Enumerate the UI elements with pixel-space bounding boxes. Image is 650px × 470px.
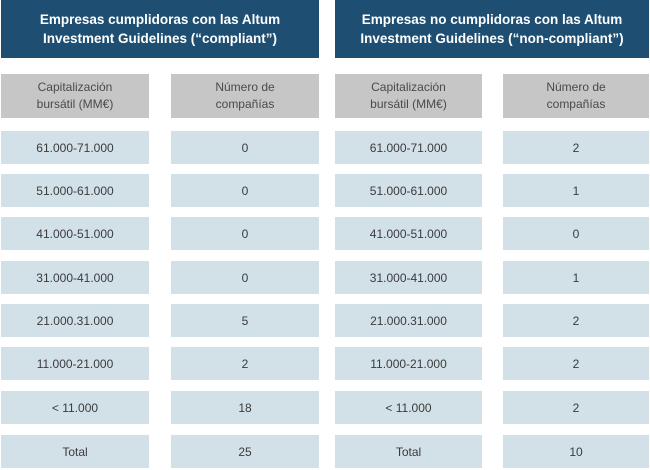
header-text: bursátil (MM€) (370, 97, 447, 111)
count-cell: 18 (171, 391, 319, 424)
total-label-cell: Total (335, 435, 482, 468)
range-cell: 61.000-71.000 (1, 131, 149, 164)
title-line: Investment Guidelines (“non-compliant”) (360, 31, 624, 46)
count-cell: 0 (171, 174, 319, 207)
range-cell: 51.000-61.000 (335, 174, 482, 207)
title-line: Empresas cumplidoras con las Altum (39, 12, 281, 27)
header-text: Número de (215, 80, 275, 94)
range-cell: 21.000.31.000 (1, 304, 149, 337)
range-cell: 31.000-41.000 (335, 261, 482, 294)
count-cell: 2 (171, 347, 319, 380)
range-cell: 51.000-61.000 (1, 174, 149, 207)
count-cell: 2 (503, 131, 649, 164)
compliant-panel: Empresas cumplidoras con las Altum Inves… (1, 0, 319, 470)
count-cell: 5 (171, 304, 319, 337)
total-label-cell: Total (1, 435, 149, 468)
non-compliant-title: Empresas no cumplidoras con las Altum In… (335, 0, 649, 58)
header-capitalization: Capitalización bursátil (MM€) (335, 74, 482, 118)
range-cell: 41.000-51.000 (1, 217, 149, 250)
range-cell: 21.000.31.000 (335, 304, 482, 337)
count-cell: 1 (503, 261, 649, 294)
range-cell: 11.000-21.000 (1, 347, 149, 380)
title-line: Empresas no cumplidoras con las Altum (361, 12, 623, 27)
header-text: Capitalización (37, 80, 113, 94)
count-cell: 2 (503, 391, 649, 424)
range-cell: 41.000-51.000 (335, 217, 482, 250)
count-cell: 0 (503, 217, 649, 250)
count-cell: 0 (171, 131, 319, 164)
total-count-cell: 10 (503, 435, 649, 468)
range-cell: 31.000-41.000 (1, 261, 149, 294)
count-cell: 0 (171, 217, 319, 250)
header-company-count: Número de compañías (171, 74, 319, 118)
header-text: Número de (546, 80, 606, 94)
header-company-count: Número de compañías (503, 74, 649, 118)
count-cell: 1 (503, 174, 649, 207)
header-text: compañías (546, 97, 606, 111)
range-cell: < 11.000 (1, 391, 149, 424)
total-count-cell: 25 (171, 435, 319, 468)
range-cell: < 11.000 (335, 391, 482, 424)
title-line: Investment Guidelines (“compliant”) (42, 31, 278, 46)
non-compliant-panel: Empresas no cumplidoras con las Altum In… (335, 0, 649, 470)
header-text: Capitalización (371, 80, 446, 94)
count-cell: 2 (503, 347, 649, 380)
compliant-title: Empresas cumplidoras con las Altum Inves… (1, 0, 319, 58)
range-cell: 61.000-71.000 (335, 131, 482, 164)
header-text: compañías (215, 97, 275, 111)
count-cell: 0 (171, 261, 319, 294)
range-cell: 11.000-21.000 (335, 347, 482, 380)
header-text: bursátil (MM€) (36, 97, 114, 111)
count-cell: 2 (503, 304, 649, 337)
header-capitalization: Capitalización bursátil (MM€) (1, 74, 149, 118)
